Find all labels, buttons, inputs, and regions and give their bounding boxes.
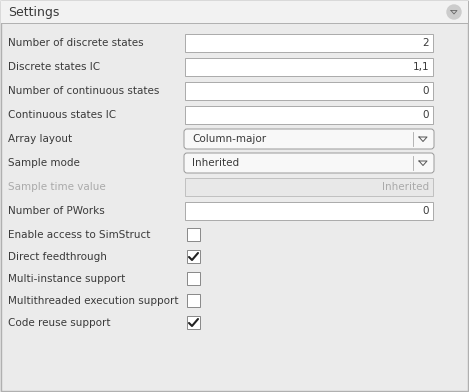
Text: 2: 2 [423, 38, 429, 48]
Text: Multi-instance support: Multi-instance support [8, 274, 125, 283]
Text: 0: 0 [423, 86, 429, 96]
Text: 0: 0 [423, 110, 429, 120]
Bar [1, 1, 468, 23]
Bar [187, 228, 200, 241]
FancyBboxPatch shape [184, 153, 434, 173]
Bar [187, 272, 200, 285]
FancyBboxPatch shape [184, 129, 434, 149]
Bar [185, 202, 433, 220]
Text: Inherited: Inherited [382, 182, 429, 192]
Text: Direct feedthrough: Direct feedthrough [8, 252, 107, 261]
Bar [185, 106, 433, 124]
Text: Sample time value: Sample time value [8, 182, 106, 192]
Text: Sample mode: Sample mode [8, 158, 80, 168]
Bar [185, 82, 433, 100]
Text: Code reuse support: Code reuse support [8, 318, 111, 327]
Text: Array layout: Array layout [8, 134, 72, 144]
Bar [187, 316, 200, 329]
Bar [185, 34, 433, 52]
Bar [185, 178, 433, 196]
Circle shape [447, 5, 461, 19]
Bar [187, 294, 200, 307]
Text: Number of continuous states: Number of continuous states [8, 86, 159, 96]
Text: Number of PWorks: Number of PWorks [8, 206, 105, 216]
Text: Multithreaded execution support: Multithreaded execution support [8, 296, 179, 305]
Text: Column-major: Column-major [192, 134, 266, 144]
Text: Enable access to SimStruct: Enable access to SimStruct [8, 229, 151, 240]
Text: Inherited: Inherited [192, 158, 239, 168]
Text: Settings: Settings [8, 5, 60, 18]
Text: 1,1: 1,1 [412, 62, 429, 72]
Text: Discrete states IC: Discrete states IC [8, 62, 100, 72]
Bar [187, 250, 200, 263]
Text: Continuous states IC: Continuous states IC [8, 110, 116, 120]
Text: Number of discrete states: Number of discrete states [8, 38, 144, 48]
Text: 0: 0 [423, 206, 429, 216]
Bar [185, 58, 433, 76]
